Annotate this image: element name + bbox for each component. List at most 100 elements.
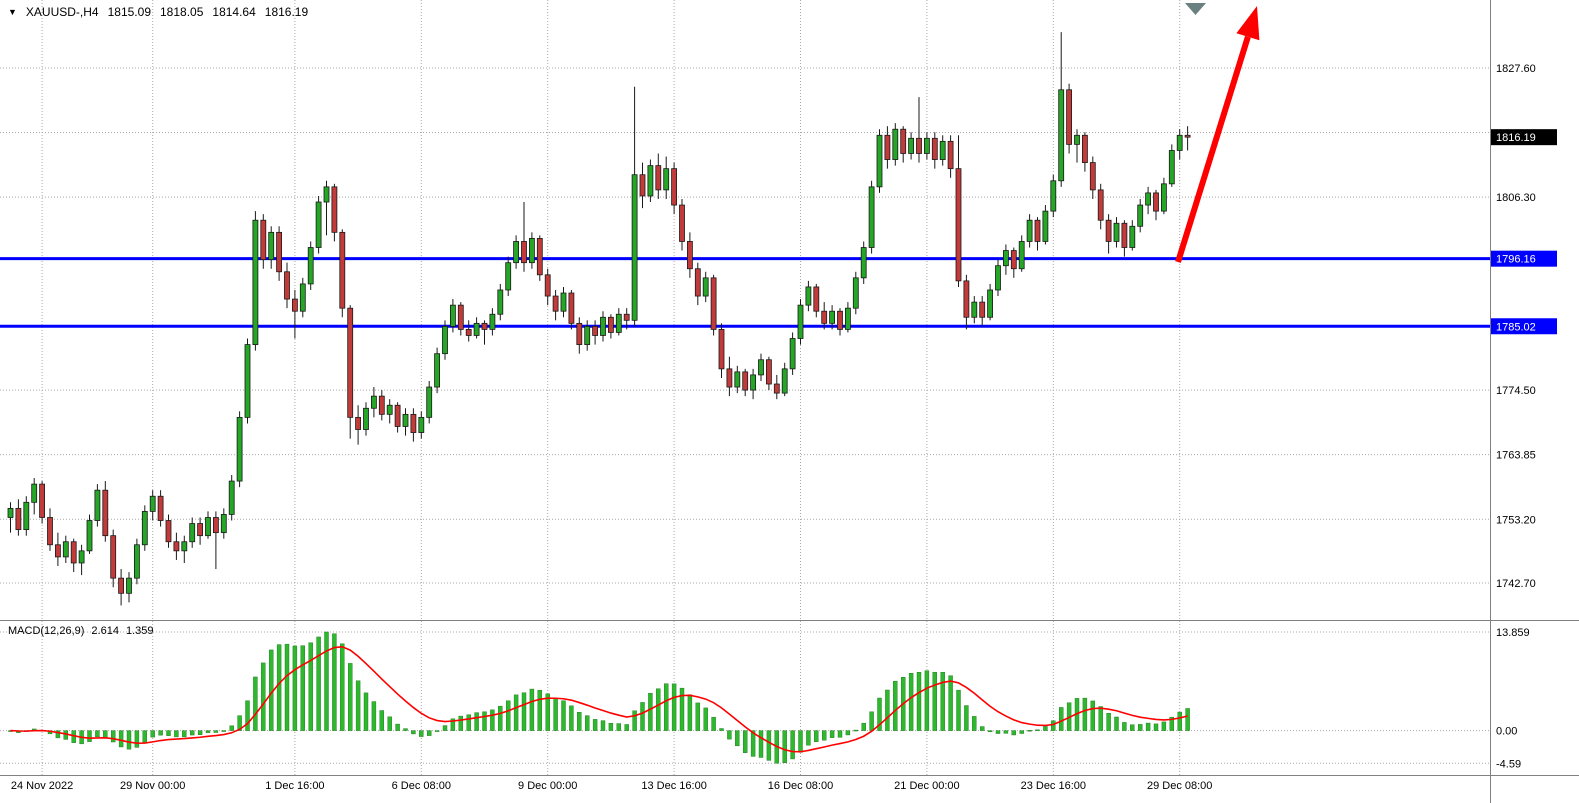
candle-up	[750, 374, 756, 391]
ohlc-high: 1818.05	[160, 5, 204, 19]
macd-bar	[300, 645, 305, 731]
macd-bar	[845, 730, 851, 736]
candle-up	[31, 483, 38, 503]
candle-up	[442, 325, 448, 355]
candle-down	[623, 313, 630, 321]
time-axis-label: 23 Dec 16:00	[1021, 780, 1086, 792]
macd-bar	[1082, 697, 1088, 731]
macd-bar	[640, 702, 645, 731]
macd-bar	[632, 710, 637, 731]
macd-value-signal: 1.359	[125, 625, 154, 637]
macd-bar	[885, 689, 890, 731]
candle-down	[284, 271, 290, 300]
candle-up	[220, 514, 227, 534]
macd-bar	[55, 730, 61, 739]
candle-up	[1176, 134, 1183, 151]
time-axis-label: 9 Dec 00:00	[518, 780, 577, 792]
candle-down	[687, 241, 693, 270]
candle-down	[1034, 219, 1041, 242]
macd-name: MACD(12,26,9)	[8, 625, 85, 637]
ohlc-close: 1816.19	[264, 5, 309, 19]
macd-bar	[1003, 730, 1009, 734]
macd-bar	[648, 692, 653, 731]
macd-bar	[197, 730, 203, 735]
candle-up	[205, 517, 211, 537]
macd-indicator-label: MACD(12,26,9) 2.614 1.359	[8, 625, 153, 638]
price-axis[interactable]	[1490, 0, 1579, 775]
macd-bar	[1137, 724, 1143, 731]
macd-bar	[150, 730, 155, 738]
candle-down	[813, 286, 820, 312]
candle-up	[1050, 180, 1057, 212]
candle-up	[363, 407, 369, 430]
macd-bar	[1106, 713, 1111, 731]
macd-bar	[1177, 711, 1182, 731]
candle-down	[355, 416, 362, 430]
candle-up	[789, 338, 796, 370]
macd-bar	[245, 700, 250, 731]
candle-down	[552, 295, 559, 312]
candle-up	[631, 174, 638, 321]
macd-bar	[932, 671, 937, 731]
candle-up	[758, 359, 764, 376]
candle-down	[47, 517, 53, 546]
candle-up	[78, 550, 85, 564]
candle-down	[347, 307, 354, 418]
macd-bar	[134, 730, 140, 748]
candle-up	[473, 322, 480, 336]
candle-up	[1129, 225, 1136, 248]
candle-down	[118, 577, 124, 594]
macd-bar	[482, 711, 487, 731]
time-axis[interactable]	[0, 775, 1490, 803]
macd-bar	[711, 716, 716, 731]
collapse-triangle-icon[interactable]: ▼	[8, 7, 17, 17]
macd-bar	[466, 714, 471, 731]
candle-down	[821, 310, 828, 324]
macd-bar	[537, 690, 542, 731]
macd-bar	[253, 676, 258, 731]
macd-bar	[624, 724, 629, 731]
macd-bar	[158, 730, 163, 736]
time-axis-label: 1 Dec 16:00	[265, 780, 324, 792]
macd-bar	[766, 730, 772, 761]
macd-axis-label: 0.00	[1496, 726, 1517, 738]
candle-up	[268, 231, 275, 261]
chart-shift-marker-icon[interactable]	[1185, 3, 1206, 15]
candle-up	[868, 186, 875, 248]
candle-up	[418, 416, 425, 433]
macd-bar	[908, 673, 914, 731]
macd-bar	[284, 643, 290, 731]
candle-up	[489, 313, 496, 330]
ohlc-low: 1814.64	[212, 5, 256, 19]
candle-up	[149, 495, 156, 512]
candle-down	[766, 359, 772, 385]
macd-bar	[577, 712, 582, 731]
ohlc-info-bar: ▼ XAUUSD-,H4 1815.09 1818.05 1814.64 181…	[8, 5, 308, 19]
candle-up	[939, 140, 946, 160]
macd-bar	[735, 730, 740, 747]
candle-down	[331, 186, 338, 233]
candle-up	[1137, 204, 1144, 227]
candle-down	[963, 280, 970, 318]
candle-down	[260, 219, 267, 261]
time-axis-label: 13 Dec 16:00	[641, 780, 706, 792]
candle-down	[465, 329, 472, 336]
candle-up	[299, 283, 306, 312]
candle-down	[773, 383, 780, 394]
candle-up	[734, 371, 741, 388]
macd-bar	[1161, 721, 1167, 731]
macd-pane[interactable]	[0, 621, 1490, 774]
candle-up	[228, 480, 235, 515]
candle-up	[189, 523, 196, 543]
macd-bar	[758, 730, 764, 758]
candle-up	[1168, 150, 1175, 185]
macd-bar	[1169, 716, 1175, 731]
macd-bar	[837, 730, 843, 738]
macd-bar	[221, 730, 227, 732]
chart-plot-area[interactable]	[0, 0, 1490, 620]
macd-bar	[727, 730, 732, 740]
macd-bar	[529, 688, 535, 731]
macd-bar	[782, 730, 787, 763]
macd-bar	[411, 730, 416, 735]
